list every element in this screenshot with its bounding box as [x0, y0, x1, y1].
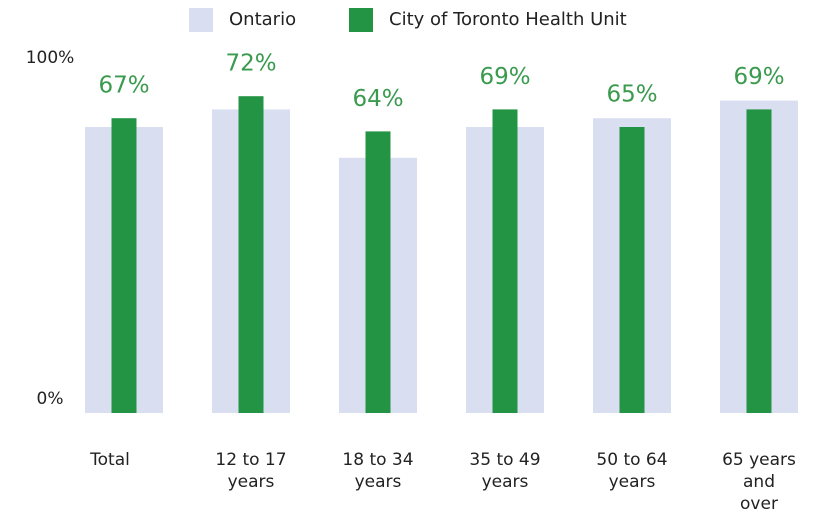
value-label: 65% — [606, 82, 657, 108]
value-label: 67% — [98, 73, 149, 99]
bar — [746, 109, 772, 414]
y-tick-label: 0% — [37, 389, 64, 409]
y-tick-label: 100% — [26, 48, 75, 68]
x-tick-label: 65 years and over — [722, 450, 796, 512]
legend-swatch — [349, 8, 373, 32]
bar — [365, 131, 391, 413]
bar — [238, 96, 264, 413]
legend-label: City of Toronto Health Unit — [389, 9, 627, 30]
bar — [492, 109, 518, 414]
legend-swatch — [189, 8, 213, 32]
x-tick-label: Total — [90, 450, 130, 470]
value-label: 64% — [352, 86, 403, 112]
x-tick-label: 18 to 34 years — [342, 450, 414, 492]
value-label: 72% — [225, 51, 276, 77]
legend-label: Ontario — [229, 9, 296, 30]
x-tick-label: 50 to 64 years — [596, 450, 668, 492]
bar — [619, 127, 645, 413]
bar — [111, 118, 137, 413]
x-tick-label: 35 to 49 years — [469, 450, 541, 492]
x-tick-label: 12 to 17 years — [215, 450, 287, 492]
value-label: 69% — [733, 64, 784, 90]
value-label: 69% — [479, 64, 530, 90]
